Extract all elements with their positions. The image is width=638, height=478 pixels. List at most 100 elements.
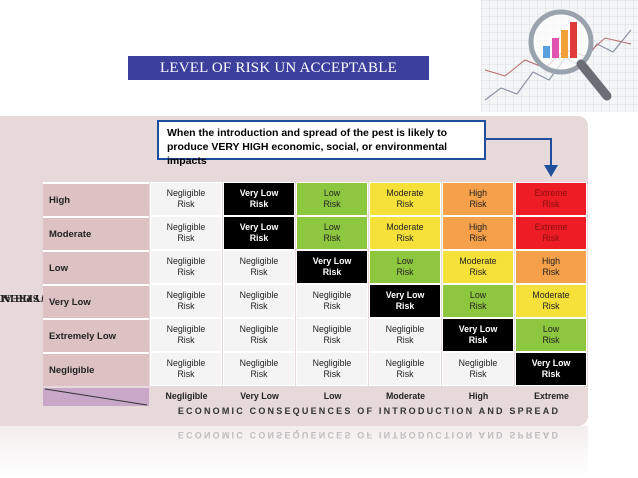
risk-cell-suffix: Risk [177,199,195,209]
risk-cell-suffix: Risk [177,267,195,277]
risk-cell: Negligible Risk [150,182,222,216]
risk-cell: Moderate Risk [515,284,587,318]
risk-cell-level: Very Low [239,188,279,198]
risk-cell-level: Negligible [385,324,425,334]
risk-cell-level: Low [323,188,341,198]
risk-cell-suffix: Risk [177,233,195,243]
risk-cell-suffix: Risk [468,335,488,345]
risk-cell: Negligible Risk [223,318,295,352]
row-label-high: High [43,182,149,216]
risk-cell-suffix: Risk [177,301,195,311]
risk-cell: Low Risk [296,216,368,250]
risk-cell-suffix: Risk [469,369,487,379]
risk-cell-level: Negligible [239,290,279,300]
risk-cell-suffix: Risk [542,233,560,243]
row-label-negligible: Negligible [43,352,149,386]
risk-cell: Low Risk [369,250,441,284]
risk-cell-level: Extreme [534,188,568,198]
diagonal-line-icon [44,388,148,406]
risk-cell-suffix: Risk [323,233,341,243]
risk-cell-suffix: Risk [249,199,269,209]
risk-cell-suffix: Risk [469,301,487,311]
risk-cell: Low Risk [296,182,368,216]
risk-cell-level: Moderate [459,256,497,266]
risk-cell-level: Moderate [386,188,424,198]
risk-cell-level: High [541,256,561,266]
risk-cell: Negligible Risk [296,284,368,318]
risk-cell: Negligible Risk [150,284,222,318]
risk-cell-level: Low [542,324,560,334]
consequence-label-extreme: Extreme [534,391,569,401]
callout-connector-drop [550,138,552,166]
risk-cell-suffix: Risk [250,369,268,379]
risk-cell-level: Low [469,290,487,300]
risk-cell: Negligible Risk [296,352,368,386]
risk-cell-level: Negligible [239,256,279,266]
risk-cell-suffix: Risk [396,369,414,379]
risk-cell: Very Low Risk [369,284,441,318]
row-label-moderate: Moderate [43,216,149,250]
risk-cell-suffix: Risk [542,301,560,311]
risk-cell-level: High [468,222,488,232]
risk-cell-suffix: Risk [322,267,342,277]
risk-cell-level: Negligible [385,358,425,368]
risk-cell-suffix: Risk [396,267,414,277]
slide-title: LEVEL OF RISK UN ACCEPTABLE [128,56,429,80]
risk-cell-level: Negligible [239,324,279,334]
risk-cell: Low Risk [442,284,514,318]
risk-cell-suffix: Risk [323,199,341,209]
risk-cell-suffix: Risk [177,335,195,345]
risk-cell: Negligible Risk [369,352,441,386]
risk-cell-suffix: Risk [323,369,341,379]
risk-cell-suffix: Risk [177,369,195,379]
risk-cell-level: Extreme [534,222,568,232]
risk-cell: Extreme Risk [515,182,587,216]
risk-cell-level: Very Low [458,324,498,334]
risk-cell-suffix: Risk [542,267,560,277]
row-label-very-low: Very Low [43,284,149,318]
risk-cell-level: Very Low [312,256,352,266]
risk-cell-level: Negligible [458,358,498,368]
consequence-label-negligible: Negligible [165,391,208,401]
risk-cell-level: Moderate [386,222,424,232]
risk-cell-level: Negligible [312,324,352,334]
risk-cell-level: Low [323,222,341,232]
risk-cell: Very Low Risk [296,250,368,284]
row-label-low: Low [43,250,149,284]
risk-cell: Negligible Risk [369,318,441,352]
risk-cell-level: Very Low [531,358,571,368]
risk-cell-level: Low [396,256,414,266]
risk-cell-suffix: Risk [396,233,414,243]
risk-cell-level: Negligible [166,256,206,266]
slide-reflection: ECONOMIC CONSEQUENCES OF INTRODUCTION AN… [0,426,588,478]
risk-cell-suffix: Risk [469,199,487,209]
risk-cell: Extreme Risk [515,216,587,250]
risk-cell-suffix: Risk [469,233,487,243]
consequence-label-low: Low [323,391,342,401]
risk-cell-level: Negligible [312,290,352,300]
risk-cell-level: Moderate [532,290,570,300]
risk-cell: High Risk [442,216,514,250]
consequence-label-moderate: Moderate [385,391,426,401]
risk-cell-suffix: Risk [469,267,487,277]
risk-cell: High Risk [442,182,514,216]
callout-box: When the introduction and spread of the … [157,120,486,167]
risk-cell: Moderate Risk [369,216,441,250]
callout-arrow-icon [544,165,558,177]
risk-cell-suffix: Risk [250,301,268,311]
risk-cell-level: Negligible [166,222,206,232]
risk-cell: Very Low Risk [515,352,587,386]
risk-cell: Very Low Risk [442,318,514,352]
risk-cell: Negligible Risk [150,216,222,250]
risk-cell-suffix: Risk [542,335,560,345]
risk-cell-suffix: Risk [323,335,341,345]
y-axis-label: PROBABILITY OF INTRODUCTION AND SPREAD [0,182,106,412]
risk-cell-level: Negligible [166,358,206,368]
risk-cell: Negligible Risk [223,284,295,318]
risk-cell: Negligible Risk [442,352,514,386]
risk-cell-suffix: Risk [250,335,268,345]
x-axis-title-reflection: ECONOMIC CONSEQUENCES OF INTRODUCTION AN… [177,430,561,440]
risk-cell-level: Negligible [166,188,206,198]
risk-cell: Negligible Risk [150,250,222,284]
risk-cell-level: High [468,188,488,198]
